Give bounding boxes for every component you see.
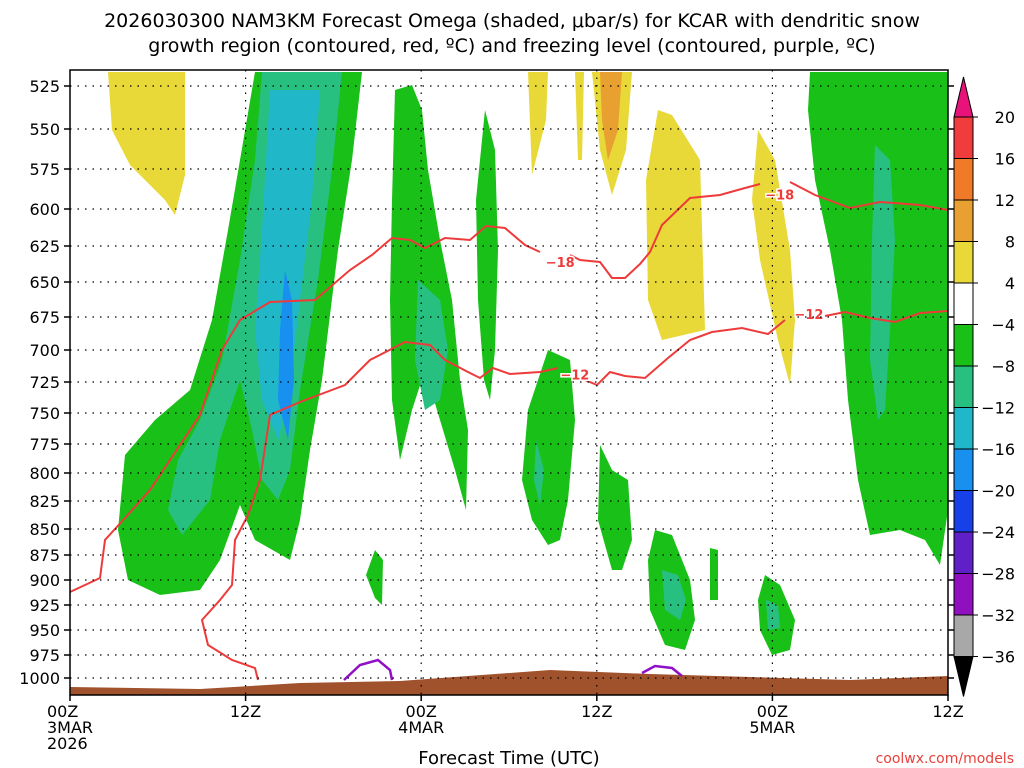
colorbar-label: 16	[995, 150, 1015, 169]
y-tick-label: 775	[29, 435, 60, 454]
colorbar-label: 4	[1005, 274, 1015, 293]
contour-label: −12	[560, 368, 589, 383]
omega-negative-region	[476, 110, 498, 400]
y-tick-label: 875	[29, 546, 60, 565]
omega-negative-region	[766, 600, 780, 630]
omega-negative-region	[255, 90, 320, 440]
colorbar-swatch	[953, 614, 974, 657]
x-tick-label: 2026	[47, 734, 88, 753]
y-tick-label: 825	[29, 492, 60, 511]
y-tick-label: 700	[29, 341, 60, 360]
colorbar-swatch	[953, 199, 974, 242]
y-tick-label: 575	[29, 160, 60, 179]
y-axis: 525 550 575 600 625 650 675 700 725 750 775 800 825 8…	[19, 77, 954, 688]
y-tick-label: 975	[29, 646, 60, 665]
x-tick-label: 3MAR	[47, 718, 93, 737]
omega-positive-region	[575, 72, 584, 160]
omega-negative-region	[598, 445, 632, 570]
x-axis-label: Forecast Time (UTC)	[418, 748, 599, 768]
plot-area: −18 −18 −12 −12	[69, 69, 949, 696]
omega-positive-region	[528, 72, 548, 175]
colorbar-label: −32	[981, 606, 1015, 625]
colorbar-label: −8	[991, 357, 1015, 376]
terrain-fill	[70, 670, 948, 695]
dgz-contour-minus18	[69, 181, 949, 593]
colorbar-label: −4	[991, 316, 1015, 335]
colorbar-swatch	[953, 490, 974, 533]
colorbar-label: −28	[981, 565, 1015, 584]
contour-labels: −18 −18 −12 −12	[544, 187, 825, 385]
omega-positive-region	[646, 110, 705, 340]
x-tick-label: 4MAR	[398, 718, 444, 737]
omega-negative-region	[415, 280, 448, 410]
omega-shading	[108, 72, 948, 655]
omega-negative-region	[662, 570, 686, 620]
credit-text: coolwx.com/models	[876, 751, 1014, 767]
colorbar-swatch	[953, 365, 974, 408]
y-tick-label: 550	[29, 120, 60, 139]
contour-label: −18	[765, 189, 794, 204]
y-tick-label: 1000	[19, 669, 60, 688]
omega-negative-region	[870, 145, 895, 420]
colorbar-swatch	[953, 282, 974, 325]
omega-negative-region	[522, 350, 575, 545]
y-tick-label: 925	[29, 596, 60, 615]
omega-negative-region	[905, 165, 948, 300]
y-tick-label: 900	[29, 571, 60, 590]
colorbar-label: −12	[981, 399, 1015, 418]
x-tick-label: 00Z	[757, 702, 788, 721]
x-tick-label: 00Z	[406, 702, 437, 721]
colorbar-swatch	[953, 531, 974, 574]
colorbar-swatch	[953, 573, 974, 616]
colorbar-swatch	[953, 407, 974, 450]
y-tick-label: 725	[29, 373, 60, 392]
y-tick-label: 650	[29, 273, 60, 292]
colorbar: 20 16 12 8 4 −4 −8 −12 −16 −20 −24 −28 −32 −36	[953, 76, 1015, 697]
chart-title-line-1: 2026030300 NAM3KM Forecast Omega (shaded…	[104, 10, 920, 32]
colorbar-swatch	[953, 116, 974, 159]
omega-negative-region	[710, 548, 718, 600]
contour-label: −18	[546, 256, 575, 271]
y-tick-label: 800	[29, 464, 60, 483]
colorbar-swatch	[953, 158, 974, 201]
x-tick-label: 12Z	[932, 702, 963, 721]
y-tick-label: 750	[29, 404, 60, 423]
colorbar-label: 12	[995, 191, 1015, 210]
x-tick-label: 12Z	[581, 702, 612, 721]
y-tick-label: 850	[29, 520, 60, 539]
omega-negative-region	[534, 440, 544, 505]
colorbar-label: −36	[981, 648, 1015, 667]
y-tick-label: 600	[29, 200, 60, 219]
omega-positive-region	[108, 72, 185, 215]
colorbar-swatch	[953, 448, 974, 491]
contour-label: −12	[794, 308, 823, 323]
colorbar-label: 8	[1005, 233, 1015, 252]
freezing-level-contour	[641, 664, 683, 677]
freezing-level-contour	[343, 658, 394, 681]
colorbar-label: −24	[981, 523, 1015, 542]
chart-title-line-2: growth region (contoured, red, ºC) and f…	[148, 35, 875, 57]
dgz-contour-minus12	[200, 310, 949, 681]
colorbar-swatch	[953, 241, 974, 284]
y-tick-label: 950	[29, 621, 60, 640]
x-tick-label: 12Z	[230, 702, 261, 721]
colorbar-label: 20	[995, 108, 1015, 127]
colorbar-swatch	[953, 76, 974, 118]
x-tick-label: 00Z	[47, 702, 78, 721]
omega-positive-region	[600, 72, 622, 160]
y-tick-label: 675	[29, 308, 60, 327]
omega-negative-region	[366, 550, 383, 605]
y-tick-label: 625	[29, 237, 60, 256]
omega-negative-region	[278, 270, 294, 440]
colorbar-swatch	[953, 324, 974, 367]
y-tick-label: 525	[29, 77, 60, 96]
colorbar-label: −16	[981, 440, 1015, 459]
colorbar-label: −20	[981, 482, 1015, 501]
colorbar-swatch	[953, 656, 974, 697]
x-tick-label: 5MAR	[749, 718, 795, 737]
